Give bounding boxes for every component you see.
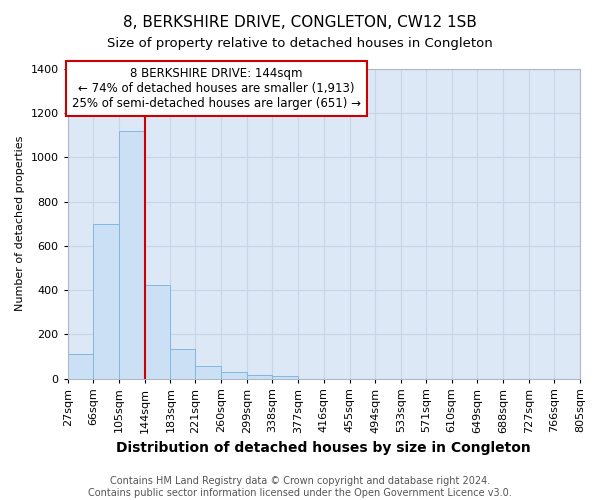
Bar (94, 224, 119, 378)
Y-axis label: Number of detached properties: Number of detached properties (15, 136, 25, 312)
Text: 8 BERKSHIRE DRIVE: 144sqm
← 74% of detached houses are smaller (1,913)
25% of se: 8 BERKSHIRE DRIVE: 144sqm ← 74% of detac… (71, 68, 361, 110)
Text: Size of property relative to detached houses in Congleton: Size of property relative to detached ho… (107, 38, 493, 51)
Bar (272, 376, 298, 378)
Bar (196, 366, 221, 378)
Bar (145, 284, 170, 378)
Text: Contains HM Land Registry data © Crown copyright and database right 2024.
Contai: Contains HM Land Registry data © Crown c… (88, 476, 512, 498)
Bar (170, 348, 196, 378)
Bar (247, 374, 272, 378)
Text: 8, BERKSHIRE DRIVE, CONGLETON, CW12 1SB: 8, BERKSHIRE DRIVE, CONGLETON, CW12 1SB (123, 15, 477, 30)
X-axis label: Distribution of detached houses by size in Congleton: Distribution of detached houses by size … (116, 441, 531, 455)
Bar (68, 354, 94, 378)
Bar (221, 372, 247, 378)
Bar (119, 131, 145, 378)
